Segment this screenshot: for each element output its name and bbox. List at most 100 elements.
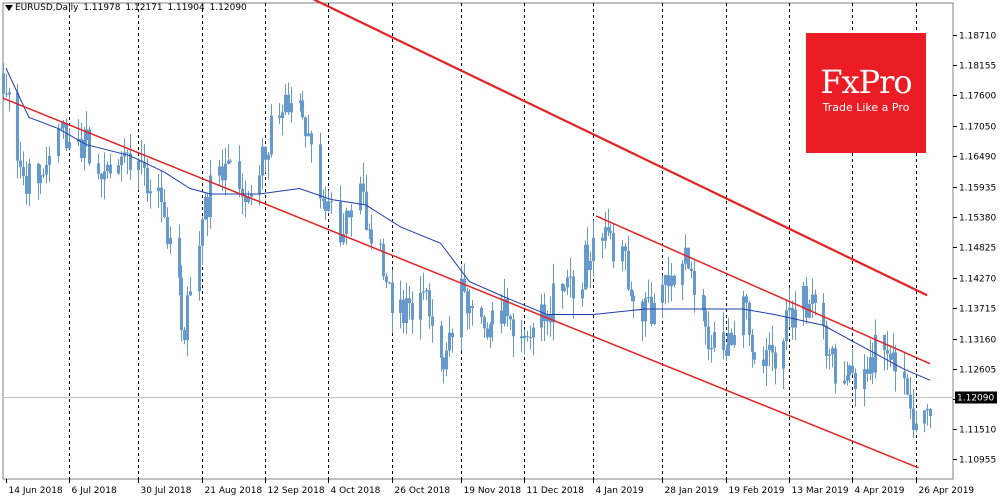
- candle-body: [814, 294, 817, 303]
- candle-body: [60, 127, 63, 129]
- candle-body: [765, 350, 768, 367]
- candle-body: [906, 378, 909, 395]
- candle-body: [687, 247, 690, 269]
- y-tick-label: 1.13715: [959, 305, 996, 315]
- candle-body: [566, 277, 569, 288]
- candle-body: [730, 332, 733, 345]
- candle-body: [347, 210, 350, 218]
- candle-body: [324, 200, 327, 211]
- candle-body: [704, 310, 707, 327]
- candle-body: [391, 282, 394, 313]
- candle-body: [846, 375, 849, 381]
- candle-body: [350, 210, 353, 218]
- candle-body: [667, 275, 670, 287]
- candle-body: [100, 173, 103, 180]
- candle-body: [267, 154, 270, 160]
- candle-body: [843, 380, 846, 384]
- candle-body: [592, 237, 595, 261]
- candle-body: [227, 160, 230, 164]
- candle-body: [572, 276, 575, 299]
- y-tick-label: 1.17600: [959, 92, 996, 102]
- candle-body: [851, 365, 854, 373]
- moving-average-line: [5, 67, 931, 381]
- candle-body: [892, 352, 895, 360]
- candle-body: [238, 161, 241, 189]
- candle-body: [805, 285, 808, 318]
- symbol-menu-icon[interactable]: [5, 4, 13, 11]
- candle-body: [869, 357, 872, 374]
- candle-body: [690, 268, 693, 271]
- candle-body: [365, 191, 368, 230]
- candle-body: [126, 152, 129, 154]
- current-price-tag: [955, 391, 997, 404]
- candle-body: [923, 410, 926, 424]
- candle-body: [647, 296, 650, 299]
- candle-body: [178, 237, 181, 278]
- candle-body: [85, 129, 88, 140]
- candle-body: [408, 298, 411, 304]
- y-tick-label: 1.15380: [959, 214, 996, 224]
- candle-body: [290, 103, 293, 113]
- candle-body: [264, 146, 267, 160]
- candle-body: [244, 196, 247, 203]
- high-value: 1.12171: [125, 3, 163, 13]
- candle-body: [186, 295, 189, 341]
- candle-body: [710, 347, 713, 350]
- candle-body: [471, 305, 474, 308]
- candle-body: [345, 210, 348, 235]
- candle-body: [183, 330, 186, 341]
- candle-body: [609, 231, 612, 233]
- x-tick-label: 6 Jul 2018: [72, 486, 117, 496]
- x-tick-label: 4 Jan 2019: [596, 486, 644, 496]
- candle-body: [411, 303, 414, 320]
- candle-body: [28, 163, 31, 194]
- candle-body: [206, 197, 209, 218]
- candle-body: [589, 260, 592, 270]
- candle-body: [653, 302, 656, 324]
- candle-body: [569, 276, 572, 278]
- time-axis: 14 Jun 2018 6 Jul 2018 30 Jul 2018 21 Aug 2…: [6, 479, 974, 496]
- candle-body: [681, 263, 684, 285]
- candle-body: [382, 243, 385, 277]
- plot-area: [2, 2, 954, 480]
- candle-body: [650, 296, 653, 324]
- candle-body: [630, 289, 633, 297]
- candle-body: [163, 202, 166, 217]
- candle-body: [169, 237, 172, 245]
- candle-body: [301, 100, 304, 118]
- candle-body: [866, 369, 869, 374]
- candle-body: [791, 307, 794, 328]
- x-tick-label: 19 Feb 2019: [729, 486, 785, 496]
- candle-body: [526, 335, 529, 337]
- candle-body: [39, 175, 42, 184]
- candle-body: [748, 302, 751, 335]
- fxpro-logo: FxPro Trade Like a Pro: [806, 33, 926, 153]
- trend-line: [595, 215, 931, 365]
- y-tick-label: 1.10955: [959, 456, 996, 466]
- candle-body: [725, 349, 728, 356]
- candle-body: [632, 296, 635, 302]
- candle-body: [445, 350, 448, 370]
- x-tick-label: 11 Dec 2018: [527, 486, 585, 496]
- candle-body: [2, 73, 5, 94]
- candle-body: [149, 191, 152, 194]
- candle-body: [771, 344, 774, 353]
- y-tick-label: 1.17050: [959, 123, 996, 133]
- candle-body: [586, 244, 589, 270]
- candle-body: [751, 334, 754, 353]
- candle-body: [62, 122, 65, 128]
- candle-body: [863, 369, 866, 390]
- candle-body: [5, 93, 8, 95]
- candle-body: [774, 352, 777, 369]
- candle-body: [97, 163, 100, 174]
- candle-body: [261, 146, 264, 176]
- moving-average: [5, 67, 931, 381]
- candle-body: [794, 309, 797, 328]
- candle-body: [385, 276, 388, 283]
- candle-body: [88, 129, 91, 164]
- candle-body: [281, 112, 284, 118]
- logo-tagline: Trade Like a Pro: [822, 101, 910, 114]
- candle-body: [209, 175, 212, 218]
- candle-body: [713, 332, 716, 348]
- x-tick-label: 19 Nov 2018: [464, 486, 522, 496]
